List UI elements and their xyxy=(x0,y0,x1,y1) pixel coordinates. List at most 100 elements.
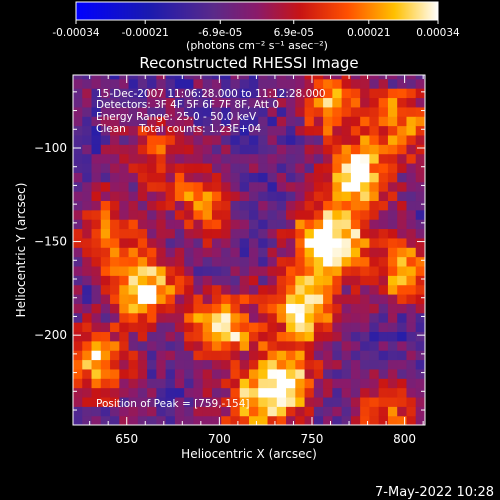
heatmap-cell xyxy=(82,237,93,248)
heatmap-cell xyxy=(100,97,111,108)
heatmap-cell xyxy=(119,191,130,202)
heatmap-cell xyxy=(128,396,139,407)
heatmap-cell xyxy=(202,387,213,398)
heatmap-cell xyxy=(202,228,213,239)
heatmap-cell xyxy=(304,75,315,80)
heatmap-cell xyxy=(110,88,120,99)
heatmap-cell xyxy=(369,378,380,389)
heatmap-cell xyxy=(249,350,259,361)
heatmap-cell xyxy=(128,75,139,80)
heatmap-cell xyxy=(406,209,417,220)
heatmap-cell xyxy=(341,275,352,286)
heatmap-cell xyxy=(128,106,139,117)
heatmap-cell xyxy=(249,293,259,304)
heatmap-cell xyxy=(369,293,380,304)
heatmap-cell xyxy=(313,134,324,145)
heatmap-cell xyxy=(211,303,222,314)
heatmap-cell xyxy=(323,415,333,425)
annotation-block: 15-Dec-2007 11:06:28.000 to 11:12:28.000… xyxy=(96,88,326,135)
heatmap-cell xyxy=(100,406,111,417)
heatmap-cell xyxy=(387,322,398,333)
heatmap-cell xyxy=(267,106,278,117)
heatmap-cell xyxy=(360,191,371,202)
heatmap-cell xyxy=(221,144,232,155)
heatmap-cell xyxy=(239,144,250,155)
heatmap-cell xyxy=(165,247,176,258)
heatmap-cell xyxy=(202,162,213,173)
heatmap-cell xyxy=(360,359,371,370)
heatmap-cell xyxy=(397,331,408,342)
heatmap-cell xyxy=(91,134,102,145)
heatmap-cell xyxy=(202,209,213,220)
heatmap-cell xyxy=(193,387,204,398)
heatmap-cell xyxy=(304,144,315,155)
heatmap-cell xyxy=(387,125,398,136)
heatmap-cell xyxy=(239,293,250,304)
heatmap-cell xyxy=(73,340,83,351)
heatmap-cell xyxy=(276,162,287,173)
heatmap-cell xyxy=(387,350,398,361)
heatmap-cell xyxy=(193,209,204,220)
heatmap-cell xyxy=(387,172,398,183)
heatmap-cell xyxy=(137,228,148,239)
heatmap-cell xyxy=(137,350,148,361)
heatmap-cell xyxy=(378,106,389,117)
heatmap-cell xyxy=(341,331,352,342)
heatmap-cell xyxy=(184,209,195,220)
heatmap-cell xyxy=(286,415,296,425)
heatmap-cell xyxy=(239,172,250,183)
heatmap-cell xyxy=(258,78,269,89)
heatmap-cell xyxy=(415,181,425,192)
heatmap-cell xyxy=(193,331,204,342)
heatmap-cell xyxy=(211,256,222,267)
heatmap-cell xyxy=(267,200,278,211)
heatmap-cell xyxy=(73,415,83,425)
heatmap-cell xyxy=(267,162,278,173)
heatmap-cell xyxy=(110,284,120,295)
heatmap-cell xyxy=(258,75,269,80)
heatmap-cell xyxy=(360,322,371,333)
heatmap-cell xyxy=(276,228,287,239)
heatmap-cell xyxy=(276,181,287,192)
heatmap-cell xyxy=(313,293,324,304)
heatmap-cell xyxy=(406,247,417,258)
heatmap-cell xyxy=(211,78,222,89)
heatmap-cell xyxy=(202,75,213,80)
heatmap-cell xyxy=(100,134,111,145)
heatmap-cell xyxy=(341,303,352,314)
heatmap-cell xyxy=(239,322,250,333)
heatmap-cell xyxy=(387,228,398,239)
heatmap-cell xyxy=(147,378,157,389)
heatmap-cell xyxy=(174,340,185,351)
heatmap-cell xyxy=(119,78,130,89)
heatmap-cell xyxy=(193,181,204,192)
heatmap-cell xyxy=(137,134,148,145)
heatmap-cell xyxy=(110,228,120,239)
heatmap-cell xyxy=(397,200,408,211)
heatmap-cell xyxy=(249,312,259,323)
heatmap-cell xyxy=(91,75,102,80)
heatmap-cell xyxy=(91,228,102,239)
heatmap-cell xyxy=(387,331,398,342)
heatmap-cell xyxy=(286,303,296,314)
heatmap-cell xyxy=(91,350,102,361)
heatmap-cell xyxy=(147,219,157,230)
heatmap-cell xyxy=(249,125,259,136)
heatmap-cell xyxy=(128,415,139,425)
heatmap-cell xyxy=(258,228,269,239)
heatmap-cell xyxy=(165,134,176,145)
heatmap-cell xyxy=(137,125,148,136)
heatmap-cell xyxy=(110,144,120,155)
heatmap-cell xyxy=(211,406,222,417)
heatmap-cell xyxy=(211,368,222,379)
heatmap-cell xyxy=(221,172,232,183)
heatmap-cell xyxy=(100,359,111,370)
heatmap-cell xyxy=(137,340,148,351)
heatmap-cell xyxy=(258,200,269,211)
heatmap-cell xyxy=(295,284,306,295)
heatmap-cell xyxy=(91,162,102,173)
heatmap-cell xyxy=(286,144,296,155)
heatmap-cell xyxy=(332,387,343,398)
heatmap-cell xyxy=(387,97,398,108)
heatmap-cell xyxy=(211,106,222,117)
